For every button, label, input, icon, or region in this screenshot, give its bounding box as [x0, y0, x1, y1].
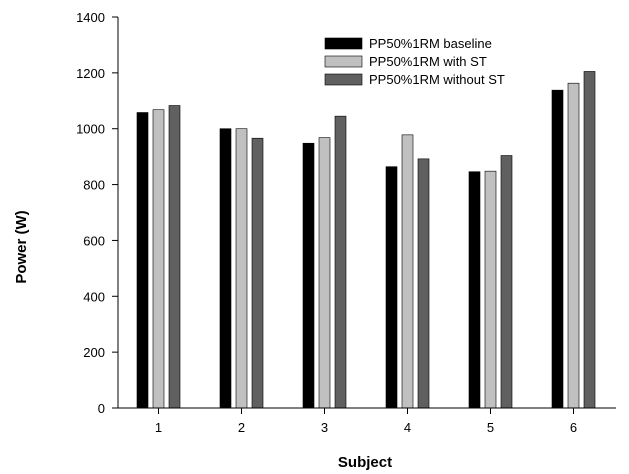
- legend-swatch: [324, 55, 363, 68]
- bar: [500, 155, 513, 409]
- y-tick-label: 1200: [76, 66, 105, 81]
- bar: [302, 142, 315, 409]
- legend-label: PP50%1RM baseline: [369, 36, 492, 51]
- bar: [219, 128, 232, 409]
- x-axis-title: Subject: [338, 454, 392, 471]
- x-tick-label: 3: [321, 420, 328, 435]
- bar: [152, 109, 165, 409]
- x-ticks: 1 2 3 4 5 6: [155, 408, 577, 435]
- bar: [318, 137, 331, 409]
- x-tick-label: 1: [155, 420, 162, 435]
- bar: [168, 105, 181, 409]
- bar: [401, 134, 414, 409]
- bar: [484, 170, 497, 409]
- bar: [251, 137, 264, 409]
- legend-label: PP50%1RM with ST: [369, 54, 487, 69]
- bar: [385, 166, 398, 409]
- legend-swatch: [324, 73, 363, 86]
- y-tick-label: 0: [98, 401, 105, 416]
- y-axis-title: Power (W): [13, 210, 30, 283]
- x-tick-label: 4: [404, 420, 411, 435]
- bar: [235, 128, 248, 409]
- y-tick-label: 600: [83, 233, 105, 248]
- y-tick-label: 1400: [76, 10, 105, 25]
- x-tick-label: 5: [487, 420, 494, 435]
- y-tick-label: 400: [83, 289, 105, 304]
- bar: [468, 171, 481, 409]
- y-tick-label: 200: [83, 345, 105, 360]
- x-tick-label: 2: [238, 420, 245, 435]
- y-ticks: 0 200 400 600 800 1000 1200 1400: [76, 10, 118, 416]
- bars-group: [136, 71, 596, 409]
- bar: [583, 71, 596, 409]
- y-tick-label: 1000: [76, 122, 105, 137]
- bar: [551, 89, 564, 409]
- bar: [136, 112, 149, 409]
- legend: PP50%1RM baseline PP50%1RM with ST PP50%1R…: [324, 36, 505, 87]
- legend-swatch: [324, 37, 363, 50]
- y-tick-label: 800: [83, 178, 105, 193]
- legend-label: PP50%1RM without ST: [369, 72, 505, 87]
- bar: [567, 82, 580, 409]
- bar: [417, 158, 430, 409]
- x-tick-label: 6: [570, 420, 577, 435]
- bar: [334, 115, 347, 409]
